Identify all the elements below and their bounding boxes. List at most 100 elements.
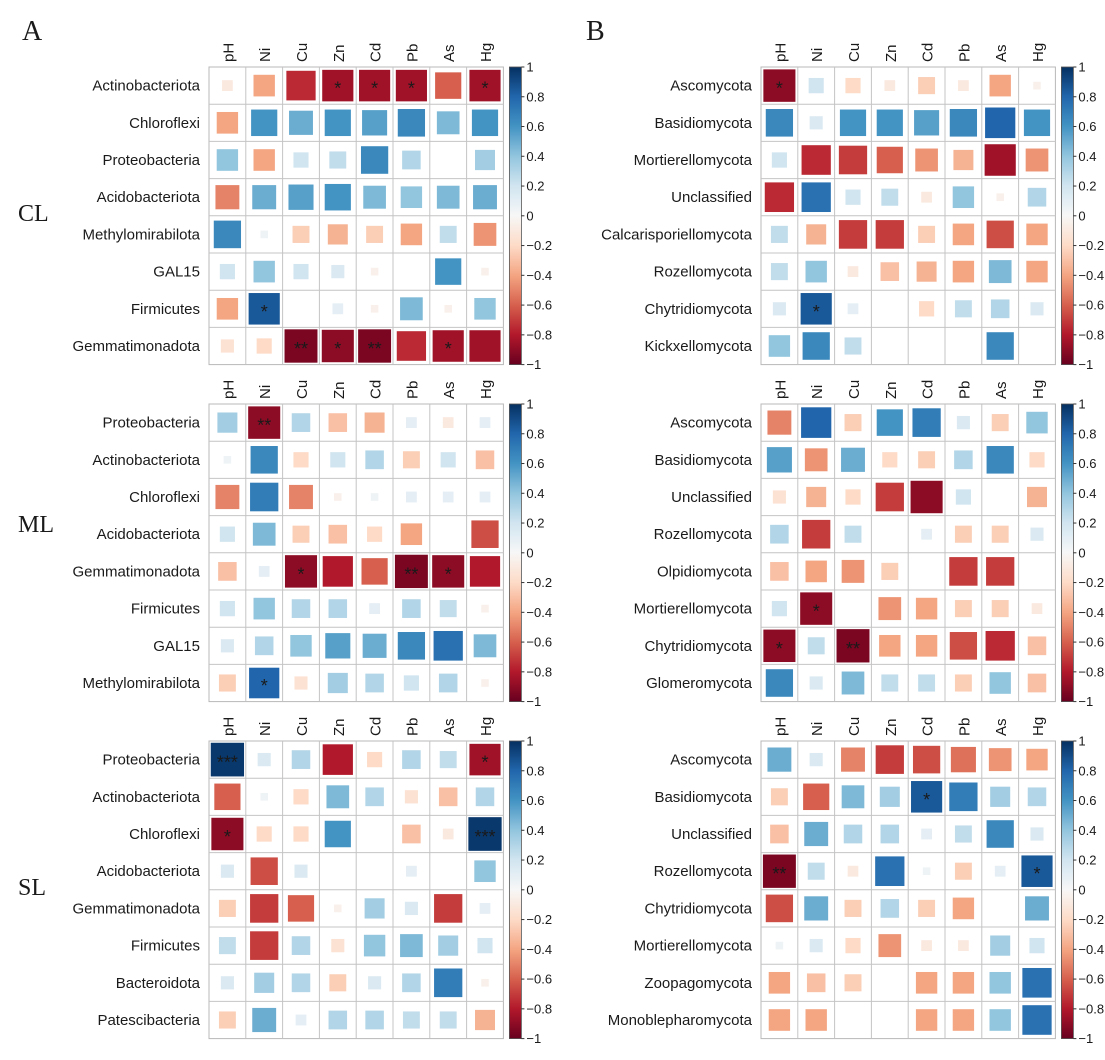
correlation-cell [1022,1005,1052,1035]
significance-marker: * [334,339,341,359]
correlation-cell [218,899,236,917]
correlation-cell [1027,673,1047,693]
correlation-cell [765,669,794,697]
colorbar-tick-label: −0.8 [526,664,552,679]
significance-marker: * [776,79,783,99]
colorbar-tick-label: −0.2 [526,575,552,590]
significance-marker: * [261,676,268,696]
colorbar-tick-label: −0.6 [526,635,552,650]
correlation-cell [328,1010,348,1030]
correlation-cell [471,109,499,137]
heatmap-b-ml: pH Ni Cu Zn Cd Pb As Hg Ascomycota Basidiomycota U… [634,380,1104,709]
correlation-cell [1027,636,1047,656]
correlation-cell [1029,937,1045,954]
correlation-cell [764,182,795,213]
correlation-cell [991,600,1009,618]
correlation-cell [954,862,972,880]
correlation-cell [881,674,899,692]
correlation-cell [439,225,457,243]
correlation-cell [294,676,308,690]
correlation-cell [435,72,462,99]
correlation-cell [805,260,827,283]
correlation-cell [878,934,902,958]
correlation-cell [291,973,311,993]
correlation-cell [809,116,823,130]
correlation-cell [438,673,458,693]
correlation-cell [218,674,236,692]
correlation-cell [432,555,465,588]
colorbar-tick-label: 0.6 [526,119,544,134]
correlation-cell [771,600,787,617]
correlation-cell [847,303,859,315]
taxon-label: Monoblepharomycota [608,1012,753,1029]
taxon-label: Firmicutes [131,938,200,955]
correlation-cell [288,184,314,210]
correlation-cell [875,856,905,887]
column-label: Pb [404,44,421,62]
correlation-cell [469,330,501,362]
column-label: Pb [404,381,421,399]
colorbar [1061,403,1074,703]
correlation-cell [435,258,462,285]
taxon-label: Basidiomycota [654,789,752,806]
correlation-cell [801,145,831,175]
correlation-cell [402,150,421,170]
correlation-cell [218,1011,236,1029]
correlation-cell [434,894,463,923]
heatmap-b-sl: pH Ni Cu Zn Cd Pb As Hg Ascomycota Basidiomycota U… [608,717,1104,1046]
correlation-cell [363,185,386,209]
correlation-cell [881,562,899,580]
panel-label-b: B [586,16,605,47]
taxon-label: GAL15 [153,264,200,281]
colorbar-tick-label: −0.6 [526,298,552,313]
correlation-cell [765,109,794,137]
correlation-cell [806,973,826,993]
taxon-label: Zoopagomycota [644,975,752,992]
correlation-cell [438,935,459,956]
correlation-cell [216,149,239,171]
correlation-cell [328,413,348,432]
correlation-cell [439,600,457,618]
correlation-cell [322,744,353,775]
correlation-cell [324,820,351,848]
correlation-cell [326,785,350,809]
correlation-cell [954,600,972,618]
correlation-cell [766,447,792,473]
correlation-cell [956,415,970,430]
colorbar [508,403,522,703]
correlation-cell [248,293,280,325]
colorbar-tick-label: 0.6 [1078,456,1096,471]
correlation-cell [253,74,275,97]
correlation-cell [433,630,463,661]
correlation-cell [363,934,386,957]
correlation-cell [322,69,354,102]
correlation-cell [214,783,241,811]
significance-marker: * [371,79,378,99]
correlation-cell [218,562,237,581]
correlation-cell [220,864,234,878]
correlation-cell [365,450,384,470]
correlation-cell [919,301,935,317]
colorbar-tick-label: 0 [526,882,533,897]
correlation-cell [881,188,899,206]
correlation-cell [334,493,342,501]
correlation-cell [442,491,454,503]
correlation-cell [770,824,789,844]
column-label: Ni [809,385,826,399]
correlation-cell [775,941,784,950]
column-label: Hg [1030,380,1047,399]
correlation-cell [475,149,495,171]
correlation-cell [436,111,460,135]
correlation-cell [365,673,384,693]
correlation-cell [260,230,268,239]
correlation-cell [921,191,932,203]
correlation-cell [915,597,938,620]
heatmap-panels: pH Ni Cu Zn Cd Pb As Hg Actinobacteriota Chlorofl… [72,43,1104,1046]
correlation-cell [990,935,1011,956]
correlation-cell [479,902,491,914]
correlation-cell [770,562,789,581]
taxon-label: Rozellomycota [654,264,753,281]
correlation-cell [770,263,788,281]
column-label: Hg [478,717,495,736]
